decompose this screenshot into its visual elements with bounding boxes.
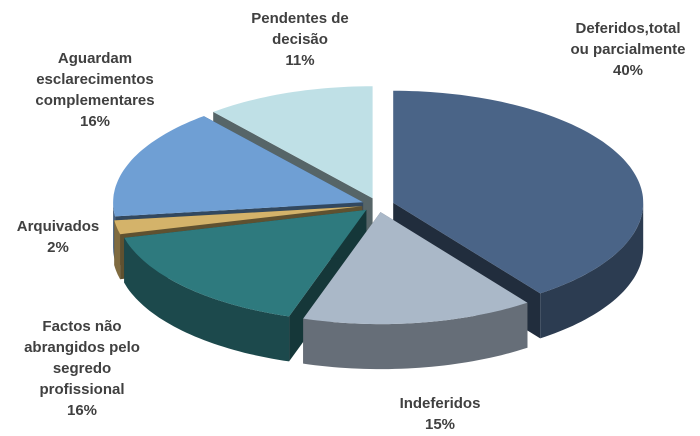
category-label: Factos não abrangidos pelo segredo profi… <box>24 318 140 398</box>
slice-rim <box>114 220 121 280</box>
category-label: Indeferidos <box>399 395 481 412</box>
slice-rim <box>124 237 290 362</box>
slice <box>303 212 528 325</box>
data-label: Pendentes de decisão 11% <box>245 8 355 71</box>
slice <box>124 209 367 317</box>
data-label: Aguardam esclarecimentos complementares 1… <box>20 48 170 132</box>
category-label: Aguardam esclarecimentos complementares <box>35 50 155 109</box>
data-label: Factos não abrangidos pelo segredo profi… <box>20 316 145 421</box>
category-label: Deferidos,total ou parcialmente <box>570 20 686 58</box>
slice <box>114 206 363 235</box>
slice <box>213 86 373 199</box>
value-label: 40% <box>612 62 644 79</box>
value-label: 16% <box>79 113 111 130</box>
category-label: Pendentes de decisão <box>251 10 349 48</box>
value-label: 2% <box>47 239 69 256</box>
value-label: 11% <box>285 52 315 69</box>
slice <box>393 90 644 294</box>
data-label: Indeferidos 15% <box>380 393 500 435</box>
value-label: 16% <box>66 402 98 419</box>
data-label: Arquivados 2% <box>8 216 108 258</box>
category-label: Arquivados <box>16 218 100 235</box>
value-label: 15% <box>424 416 456 433</box>
slice-rim <box>303 302 528 370</box>
data-label: Deferidos,total ou parcialmente 40% <box>566 18 691 81</box>
slice <box>113 116 364 217</box>
slice-rim <box>540 202 644 339</box>
